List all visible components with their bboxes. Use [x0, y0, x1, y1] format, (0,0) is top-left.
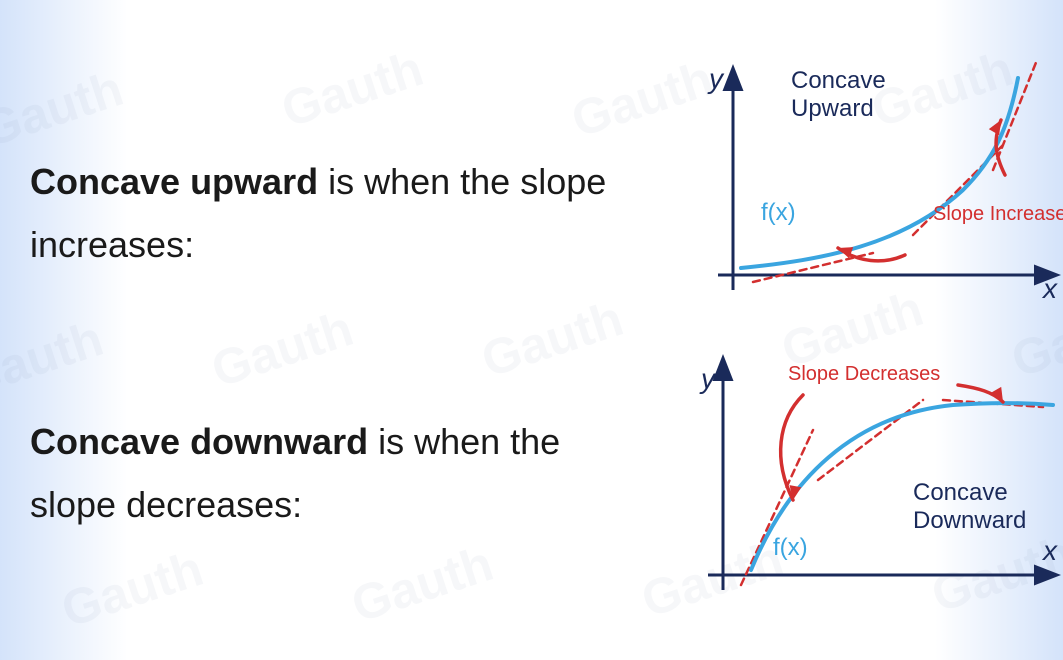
- function-curve: [741, 78, 1018, 268]
- concavity-title: Downward: [913, 507, 1026, 534]
- concave-upward-diagram: y x f(x) ConcaveUpward Slope Increases: [623, 60, 1063, 320]
- x-axis-label: x: [1041, 273, 1058, 304]
- concave-upward-text: Concave upward is when the slope increas…: [30, 150, 610, 276]
- bold-term: Concave downward: [30, 421, 368, 462]
- concave-downward-text: Concave downward is when the slope decre…: [30, 410, 610, 536]
- fx-label: f(x): [761, 199, 796, 226]
- y-axis-label: y: [699, 363, 717, 394]
- slope-label: Slope Increases: [933, 203, 1063, 225]
- x-axis-label: x: [1041, 535, 1058, 566]
- concavity-title: Concave: [791, 67, 886, 94]
- concavity-title: Concave: [913, 479, 1008, 506]
- fx-label: f(x): [773, 534, 808, 561]
- bold-term: Concave upward: [30, 161, 318, 202]
- y-axis-label: y: [707, 63, 725, 94]
- tangent-line: [993, 60, 1039, 170]
- tangent-line: [741, 430, 813, 585]
- concavity-title: Upward: [791, 95, 874, 122]
- arrowhead-icon: [989, 120, 1001, 135]
- concave-downward-diagram: y x f(x) ConcaveDownward Slope Decreases: [623, 350, 1063, 610]
- slope-label: Slope Decreases: [788, 363, 940, 385]
